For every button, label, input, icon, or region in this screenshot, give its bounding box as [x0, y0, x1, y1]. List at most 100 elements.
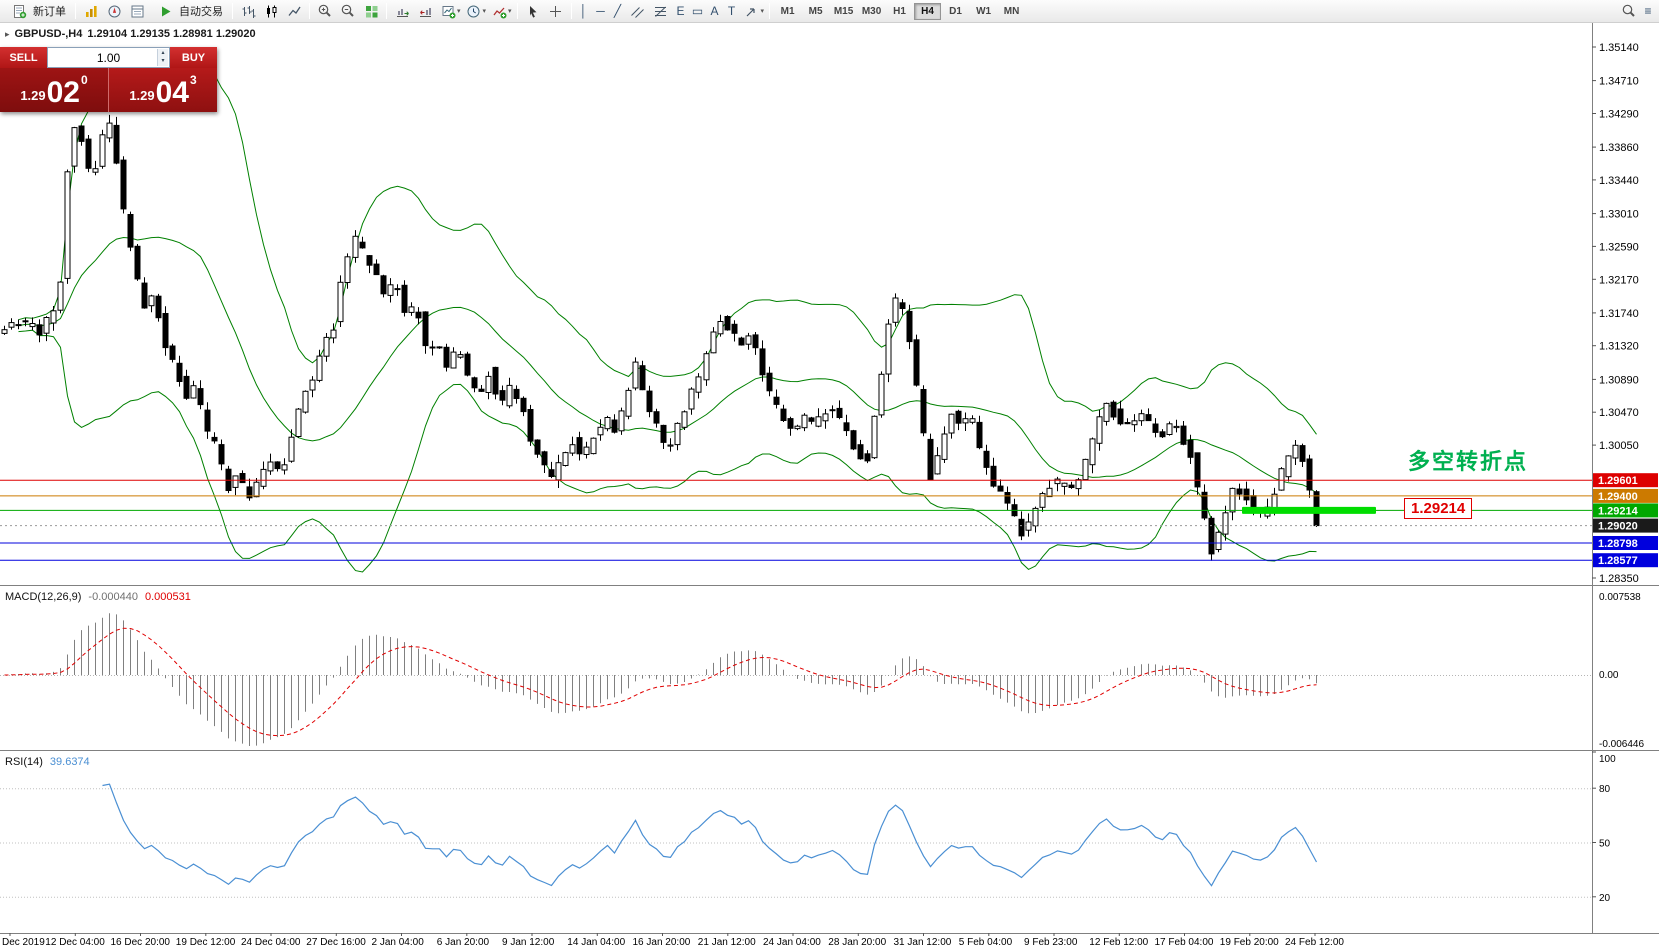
sell-price-big: 02: [46, 76, 80, 109]
tile-windows-icon[interactable]: [360, 2, 382, 21]
main-toolbar: 新订单 自动交易 ▾ ▾ ▾ │ ─ ╱ E ▭ A T ▾ M1 M5 M15…: [0, 0, 1659, 23]
timeframe-h4[interactable]: H4: [914, 2, 942, 20]
svg-text:14 Jan 04:00: 14 Jan 04:00: [567, 937, 625, 947]
period-icon[interactable]: [463, 2, 485, 21]
svg-text:1.34710: 1.34710: [1599, 76, 1639, 88]
timeframe-m30[interactable]: M30: [858, 3, 885, 20]
sell-price-button[interactable]: 1.29 02 0: [0, 68, 109, 112]
period-caret-icon[interactable]: ▾: [482, 8, 487, 15]
one-click-trading-panel: SELL 1.00 ▴ ▾ BUY 1.29 02 0 1.29 04 3: [0, 47, 217, 112]
svg-text:1.30890: 1.30890: [1599, 374, 1639, 386]
new-chart-caret-icon[interactable]: ▾: [457, 8, 461, 15]
vertical-line-icon[interactable]: │: [579, 3, 588, 18]
window-list-icon[interactable]: ≡: [1644, 3, 1652, 18]
arrows-tool-icon[interactable]: [741, 2, 763, 21]
svg-text:6 Jan 20:00: 6 Jan 20:00: [437, 937, 490, 947]
svg-text:1.32590: 1.32590: [1599, 241, 1639, 253]
indicators-caret-icon[interactable]: ▾: [508, 8, 512, 15]
chart-symbol-label: GBPUSD-,H4: [14, 28, 83, 40]
auto-trading-label: 自动交易: [179, 6, 223, 18]
volume-field[interactable]: 1.00 ▴ ▾: [47, 47, 170, 68]
svg-text:1.29601: 1.29601: [1598, 475, 1638, 487]
svg-text:80: 80: [1599, 784, 1611, 795]
svg-text:1.31320: 1.31320: [1599, 341, 1639, 353]
bar-chart-icon[interactable]: [237, 2, 259, 21]
svg-text:1.33440: 1.33440: [1599, 175, 1639, 187]
time-scale[interactable]: [0, 933, 1659, 947]
rsi-value: 39.6374: [49, 756, 90, 768]
svg-text:1.33860: 1.33860: [1599, 142, 1639, 154]
zoom-in-icon[interactable]: [314, 2, 336, 21]
timeframe-m15[interactable]: M15: [830, 3, 857, 20]
data-window-icon[interactable]: [126, 2, 148, 21]
volume-decrease-button[interactable]: ▾: [158, 57, 168, 66]
buy-price-sup: 3: [190, 73, 197, 87]
sell-button[interactable]: SELL: [0, 47, 47, 68]
horizontal-line-icon[interactable]: ─: [596, 3, 605, 18]
chart-shift-icon[interactable]: [414, 2, 436, 21]
text-label-icon[interactable]: T: [727, 3, 736, 18]
cursor-icon[interactable]: [522, 2, 544, 21]
chart-annotation[interactable]: 多空转折点: [1408, 449, 1529, 474]
chart-canvas[interactable]: 1.35140 1.34710 1.34290 1.33860 1.33440 1.330…: [0, 23, 1659, 947]
new-order-label: 新订单: [33, 6, 66, 18]
navigator-icon[interactable]: [103, 2, 125, 21]
indicators-icon[interactable]: [488, 2, 510, 21]
auto-trading-button[interactable]: 自动交易: [149, 1, 228, 21]
timeframe-m5[interactable]: M5: [802, 3, 829, 20]
timeframe-h1[interactable]: H1: [886, 3, 913, 20]
elliott-wave-icon[interactable]: E: [676, 3, 685, 18]
macd-name: MACD(12,26,9): [5, 591, 82, 603]
svg-text:16 Jan 20:00: 16 Jan 20:00: [633, 937, 691, 947]
svg-text:12 Feb 12:00: 12 Feb 12:00: [1089, 937, 1148, 947]
svg-text:50: 50: [1599, 839, 1611, 850]
svg-text:17 Feb 04:00: 17 Feb 04:00: [1155, 937, 1214, 947]
svg-text:9 Jan 12:00: 9 Jan 12:00: [502, 937, 555, 947]
price-scale[interactable]: [1593, 23, 1659, 933]
buy-button[interactable]: BUY: [170, 47, 217, 68]
candlestick-chart-icon[interactable]: [260, 2, 282, 21]
svg-text:19 Dec 12:00: 19 Dec 12:00: [176, 937, 236, 947]
svg-text:21 Jan 12:00: 21 Jan 12:00: [698, 937, 756, 947]
text-tool-icon[interactable]: A: [710, 3, 719, 18]
svg-text:0.00: 0.00: [1599, 670, 1619, 681]
highlight-price-label[interactable]: 1.29214: [1404, 498, 1473, 519]
auto-trading-icon: [154, 2, 176, 21]
rsi-indicator-label: RSI(14) 39.6374: [5, 756, 90, 768]
crosshair-icon[interactable]: [545, 2, 567, 21]
arrows-caret-icon[interactable]: ▾: [760, 8, 765, 15]
timeframe-w1[interactable]: W1: [970, 3, 997, 20]
market-watch-icon[interactable]: [80, 2, 102, 21]
svg-text:28 Jan 20:00: 28 Jan 20:00: [828, 937, 886, 947]
new-order-button[interactable]: 新订单: [3, 1, 71, 21]
macd-indicator-label: MACD(12,26,9) -0.000440 0.000531: [5, 591, 191, 603]
timeframe-d1[interactable]: D1: [942, 3, 969, 20]
fibonacci-icon[interactable]: [650, 2, 672, 21]
volume-increase-button[interactable]: ▴: [158, 49, 168, 58]
macd-value-main: -0.000440: [88, 591, 138, 603]
new-chart-icon[interactable]: [437, 2, 459, 21]
channel-icon[interactable]: [627, 2, 649, 21]
svg-text:1.28350: 1.28350: [1599, 573, 1639, 585]
rsi-name: RSI(14): [5, 756, 43, 768]
svg-text:31 Jan 12:00: 31 Jan 12:00: [894, 937, 952, 947]
buy-price-button[interactable]: 1.29 04 3: [109, 68, 217, 112]
svg-text:5 Feb 04:00: 5 Feb 04:00: [959, 937, 1013, 947]
svg-text:12 Dec 04:00: 12 Dec 04:00: [45, 937, 105, 947]
chart-menu-icon[interactable]: ▸: [5, 28, 10, 39]
toolbar-separator: [386, 3, 387, 19]
zoom-out-icon[interactable]: [337, 2, 359, 21]
timeframe-mn[interactable]: MN: [998, 3, 1025, 20]
sell-price-small: 1.29: [20, 88, 46, 103]
svg-text:1.30050: 1.30050: [1599, 440, 1639, 452]
svg-text:1.35140: 1.35140: [1599, 42, 1639, 54]
buy-price-small: 1.29: [129, 88, 155, 103]
buy-price-big: 04: [155, 76, 189, 109]
svg-text:24 Feb 12:00: 24 Feb 12:00: [1285, 937, 1344, 947]
line-chart-icon[interactable]: [283, 2, 305, 21]
trendline-icon[interactable]: ╱: [613, 3, 622, 18]
shapes-icon[interactable]: ▭: [691, 3, 704, 18]
timeframe-m1[interactable]: M1: [774, 3, 801, 20]
search-icon[interactable]: [1618, 2, 1640, 21]
auto-scroll-icon[interactable]: [391, 2, 413, 21]
